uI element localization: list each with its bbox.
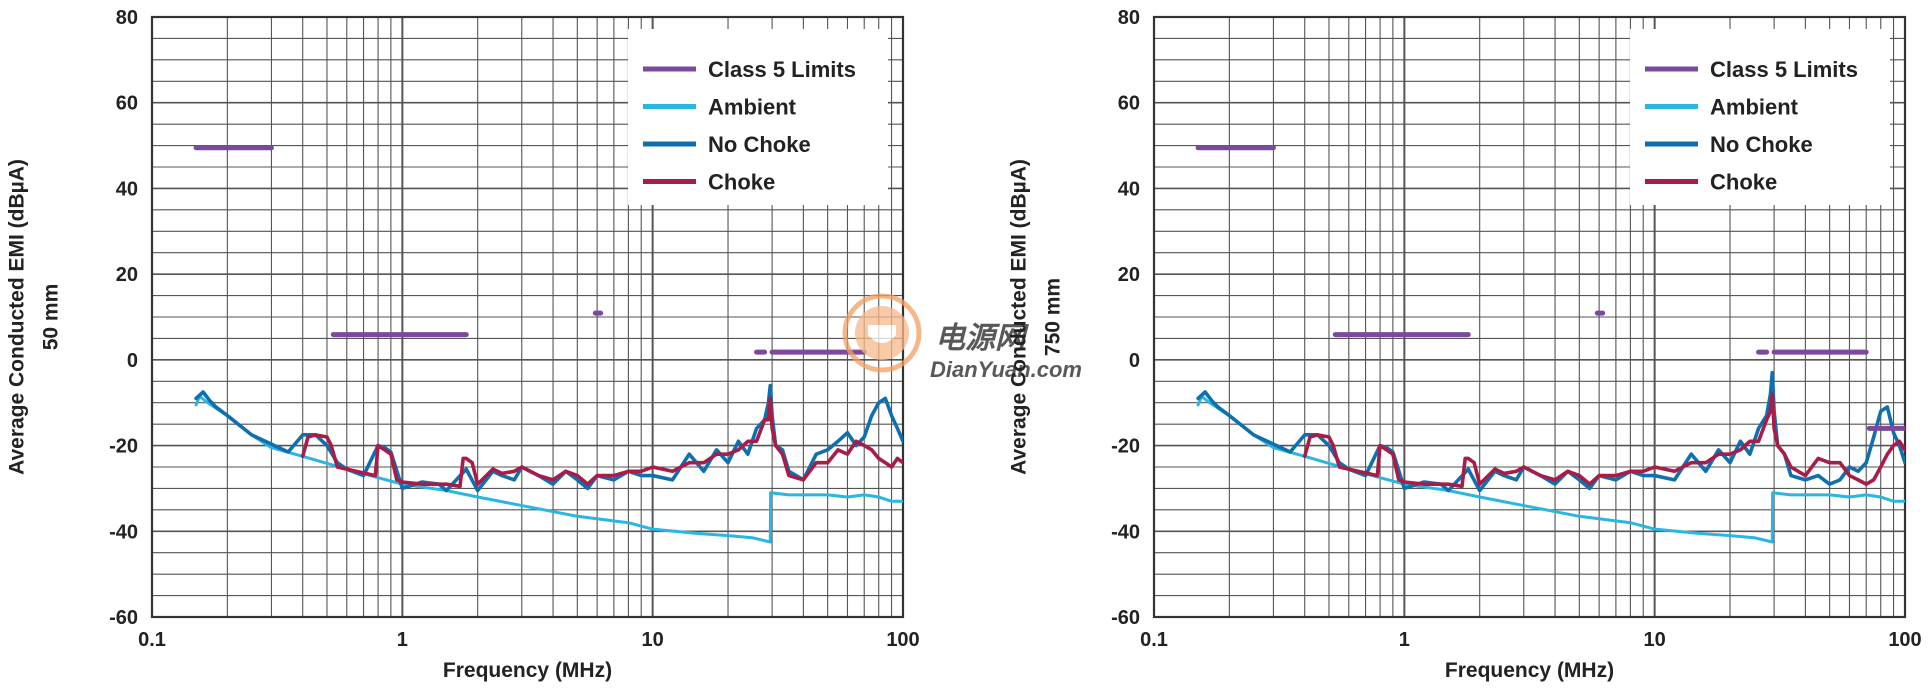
series-line-ambient (194, 394, 903, 544)
y-axis-subtitle: 50 mm (40, 284, 63, 351)
series-line-ambient (1196, 394, 1905, 544)
x-tick-label: 10 (1644, 629, 1666, 651)
series-line-no-choke (194, 383, 903, 493)
y-tick-label: 60 (1118, 93, 1140, 115)
series-line-choke (1302, 392, 1905, 489)
legend-box (1630, 29, 1890, 205)
plot-frame (1152, 15, 1907, 619)
legend-label: Class 5 Limits (708, 57, 856, 82)
series-group (193, 145, 903, 544)
y-axis-subtitle: 750 mm (1042, 278, 1065, 356)
series-line-no-choke (1196, 370, 1905, 493)
x-tick-label: 10 (642, 629, 664, 651)
y-tick-label: 80 (1118, 7, 1140, 29)
legend-label: Choke (1710, 170, 1777, 195)
legend-box (628, 29, 888, 205)
y-tick-label: 20 (1118, 264, 1140, 286)
legend-label: No Choke (1710, 132, 1813, 157)
y-tick-label: 40 (1118, 178, 1140, 200)
x-tick-label: 0.1 (138, 629, 166, 651)
plug-icon (868, 325, 896, 343)
y-tick-label: -40 (1111, 521, 1140, 543)
x-axis-title: Frequency (MHz) (443, 659, 612, 682)
y-axis-title: Average Conducted EMI (dBµA) (1008, 159, 1031, 475)
legend: Class 5 Limits Ambient No Choke Choke (628, 29, 888, 205)
legend-label: Ambient (1710, 95, 1799, 120)
legend-label: No Choke (708, 132, 811, 157)
y-tick-label: -60 (1111, 607, 1140, 629)
y-tick-label: -40 (109, 521, 138, 543)
chart-panel-2: -60 -40 -20 0 20 40 60 80 0.1 1 10 100 Frequency (MH… (1008, 7, 1922, 682)
x-tick-label: 1 (397, 629, 408, 651)
series-group (1195, 145, 1905, 544)
legend: Class 5 Limits Ambient No Choke Choke (1630, 29, 1890, 205)
series-line-choke (300, 396, 903, 489)
watermark-ring (842, 293, 922, 373)
chart-panel-1: -60 -40 -20 0 20 40 60 80 0.1 1 10 100 Frequency (MH… (6, 7, 920, 682)
y-tick-label: -20 (109, 436, 138, 458)
legend-label: Choke (708, 170, 775, 195)
y-tick-label: 40 (116, 178, 138, 200)
y-tick-label: -20 (1111, 436, 1140, 458)
watermark-cn-text: 电源网 (935, 322, 1029, 355)
x-tick-label: 100 (886, 629, 919, 651)
y-tick-label: 20 (116, 264, 138, 286)
legend-label: Class 5 Limits (1710, 57, 1858, 82)
y-tick-label: 60 (116, 93, 138, 115)
x-tick-label: 0.1 (1140, 629, 1168, 651)
y-tick-label: -60 (109, 607, 138, 629)
x-tick-label: 100 (1888, 629, 1921, 651)
y-tick-label: 0 (127, 350, 138, 372)
y-tick-label: 80 (116, 7, 138, 29)
y-axis-title: Average Conducted EMI (dBµA) (6, 159, 29, 475)
legend-label: Ambient (708, 95, 797, 120)
watermark-en-text: DianYuan.com (930, 357, 1082, 382)
x-tick-label: 1 (1399, 629, 1410, 651)
x-axis-title: Frequency (MHz) (1445, 659, 1614, 682)
y-tick-label: 0 (1129, 350, 1140, 372)
